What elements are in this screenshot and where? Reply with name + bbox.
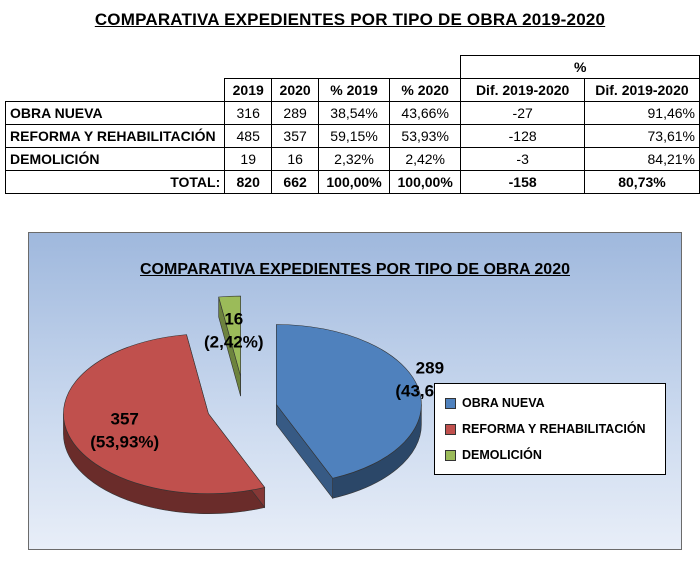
- pie-slice-2: [218, 295, 241, 397]
- data-label-percent: (53,93%): [90, 433, 159, 452]
- legend-swatch: [445, 449, 456, 461]
- col-header-2020: 2020: [271, 78, 320, 102]
- pie-slice-top: [218, 295, 241, 377]
- col-header-dif-pct: Dif. 2019-2020: [583, 78, 700, 102]
- cell-pct-2019: 59,15%: [318, 124, 390, 148]
- cell-dif: -128: [460, 124, 585, 148]
- col-header-dif: Dif. 2019-2020: [460, 78, 585, 102]
- table-row: DEMOLICIÓN 19 16 2,32% 2,42% -3 84,21%: [4, 147, 700, 171]
- col-header-pct-2020: % 2020: [388, 78, 462, 102]
- table-row: REFORMA Y REHABILITACIÓN 485 357 59,15% …: [4, 124, 700, 148]
- total-pct-2019: 100,00%: [318, 170, 390, 194]
- total-pct-2020: 100,00%: [388, 170, 462, 194]
- col-header-2019: 2019: [224, 78, 273, 102]
- legend-swatch: [445, 423, 456, 435]
- cell-pct-2020: 2,42%: [388, 147, 462, 171]
- legend-swatch: [445, 397, 456, 409]
- cell-2020: 16: [271, 147, 320, 171]
- table-header-row: 2019 2020 % 2019 % 2020 Dif. 2019-2020 D…: [6, 78, 700, 102]
- pie-slice-top: [63, 334, 266, 494]
- data-label-value: 357: [111, 410, 139, 429]
- comparison-table: % 2019 2020 % 2019 % 2020 Dif. 2019-2020…: [4, 55, 700, 194]
- pct-group-header: %: [460, 55, 700, 79]
- row-label: OBRA NUEVA: [4, 101, 226, 125]
- table-row: OBRA NUEVA 316 289 38,54% 43,66% -27 91,…: [4, 101, 700, 125]
- cell-dif: -3: [460, 147, 585, 171]
- data-label-value: 16: [224, 310, 243, 329]
- cell-2019: 19: [224, 147, 273, 171]
- cell-2020: 289: [271, 101, 320, 125]
- total-2020: 662: [271, 170, 320, 194]
- pie-slice-top: [276, 324, 422, 479]
- cell-dif-pct: 84,21%: [583, 147, 700, 171]
- legend-label: OBRA NUEVA: [462, 396, 545, 410]
- cell-dif: -27: [460, 101, 585, 125]
- cell-pct-2019: 38,54%: [318, 101, 390, 125]
- cell-pct-2020: 53,93%: [388, 124, 462, 148]
- total-dif-pct: 80,73%: [583, 170, 700, 194]
- cell-dif-pct: 91,46%: [583, 101, 700, 125]
- data-label-percent: (2,42%): [204, 333, 264, 352]
- cell-pct-2020: 43,66%: [388, 101, 462, 125]
- legend-item-reforma: REFORMA Y REHABILITACIÓN: [445, 421, 646, 437]
- legend-item-demolicion: DEMOLICIÓN: [445, 447, 542, 463]
- total-dif: -158: [460, 170, 585, 194]
- table-header-row-pct: %: [6, 55, 700, 79]
- cell-pct-2019: 2,32%: [318, 147, 390, 171]
- col-header-pct-2019: % 2019: [318, 78, 390, 102]
- total-label: TOTAL:: [4, 170, 226, 194]
- total-2019: 820: [224, 170, 273, 194]
- cell-dif-pct: 73,61%: [583, 124, 700, 148]
- page-title: COMPARATIVA EXPEDIENTES POR TIPO DE OBRA…: [94, 10, 606, 29]
- data-label-value: 289: [416, 358, 444, 377]
- chart-legend: OBRA NUEVA REFORMA Y REHABILITACIÓN DEMO…: [434, 383, 666, 475]
- legend-label: DEMOLICIÓN: [462, 448, 542, 462]
- pie-slice-1: [63, 334, 266, 514]
- cell-2019: 485: [224, 124, 273, 148]
- legend-item-obra-nueva: OBRA NUEVA: [445, 395, 545, 411]
- cell-2019: 316: [224, 101, 273, 125]
- chart-title: COMPARATIVA EXPEDIENTES POR TIPO DE OBRA…: [140, 261, 570, 278]
- legend-label: REFORMA Y REHABILITACIÓN: [462, 422, 646, 436]
- row-label: REFORMA Y REHABILITACIÓN: [4, 124, 226, 148]
- pie-chart-area: COMPARATIVA EXPEDIENTES POR TIPO DE OBRA…: [28, 232, 682, 550]
- pie-slice-0: [276, 324, 422, 500]
- row-label: DEMOLICIÓN: [4, 147, 226, 171]
- table-total-row: TOTAL: 820 662 100,00% 100,00% -158 80,7…: [4, 170, 700, 194]
- cell-2020: 357: [271, 124, 320, 148]
